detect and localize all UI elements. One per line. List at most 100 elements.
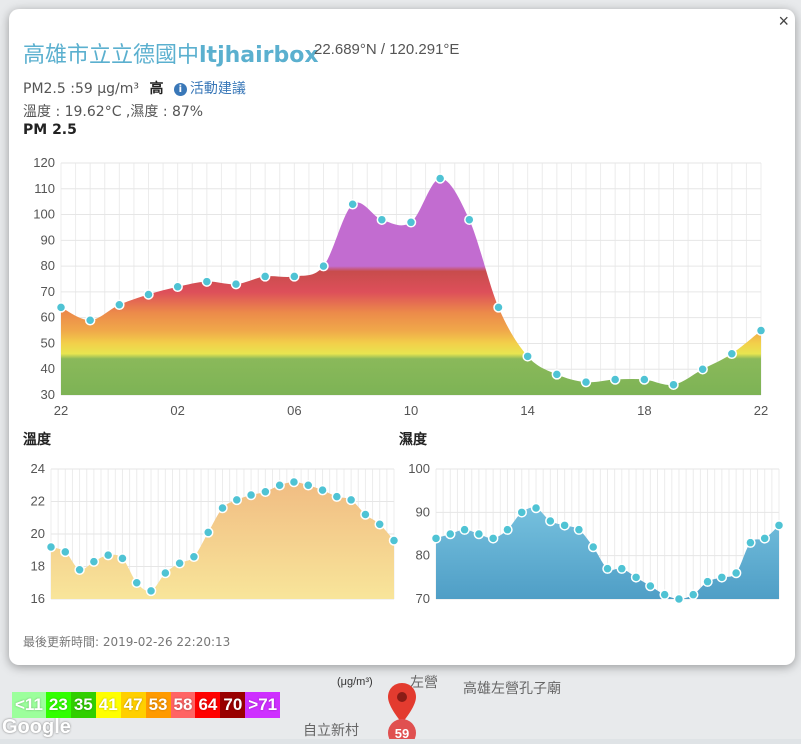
data-point: [288, 476, 300, 488]
sensor-popup: × 高雄市立立德國中ltjhairbox 22.689°N / 120.291°…: [9, 9, 795, 665]
x-tick-label: 14: [520, 403, 534, 418]
data-point: [726, 348, 738, 360]
data-point: [143, 289, 154, 300]
data-point: [145, 585, 157, 597]
data-point: [117, 553, 128, 564]
data-point: [318, 260, 329, 272]
legend-item: 70: [220, 692, 246, 718]
data-point: [616, 563, 628, 574]
data-point: [74, 564, 85, 575]
station-coords: 22.689°N / 120.291°E: [314, 41, 460, 58]
data-point: [88, 556, 100, 567]
y-tick-label: 90: [41, 232, 55, 247]
data-point: [259, 271, 271, 282]
x-tick-label: 22: [54, 403, 68, 418]
data-point: [230, 278, 242, 290]
data-point: [405, 217, 417, 228]
y-tick-label: 120: [33, 155, 55, 170]
y-tick-label: 60: [41, 310, 55, 325]
data-point: [345, 494, 357, 506]
info-icon[interactable]: i: [173, 83, 187, 96]
pm-value: PM2.5 :59 μg/m³: [23, 81, 139, 97]
map-label-zili-village: 自立新村: [303, 722, 359, 738]
y-tick-label: 80: [41, 258, 55, 273]
temperature-chart-title: 溫度: [23, 432, 51, 448]
data-point: [545, 515, 556, 527]
data-point: [45, 541, 57, 553]
data-point: [759, 533, 770, 544]
legend-item: <11: [12, 692, 46, 718]
legend-item: 53: [145, 692, 171, 718]
data-point: [131, 577, 142, 588]
data-point: [347, 198, 358, 210]
data-point: [84, 314, 96, 326]
data-point: [331, 491, 343, 502]
y-tick-label: 24: [31, 461, 45, 476]
y-tick-label: 80: [416, 548, 430, 563]
data-point: [172, 281, 183, 292]
data-point: [487, 533, 499, 544]
data-point: [459, 524, 470, 535]
data-point: [609, 374, 621, 385]
pm25-chart-title: PM 2.5: [23, 122, 77, 138]
data-point: [473, 528, 485, 540]
map-label-confucius-temple: 高雄左營孔子廟: [463, 680, 561, 696]
map-marker[interactable]: 59: [388, 683, 416, 744]
y-tick-label: 40: [41, 361, 55, 376]
legend-item: >71: [245, 692, 281, 718]
data-point: [317, 484, 328, 496]
data-point: [245, 489, 257, 501]
legend-item: 41: [95, 692, 121, 718]
data-point: [587, 541, 599, 553]
data-point: [289, 271, 300, 282]
x-tick-label: 02: [170, 403, 184, 418]
data-point: [730, 567, 742, 579]
x-tick-label: 22: [754, 403, 768, 418]
data-point: [174, 558, 185, 569]
data-point: [493, 302, 504, 313]
close-icon[interactable]: ×: [778, 11, 789, 31]
series-area: [436, 507, 779, 599]
activity-advice-link[interactable]: 活動建議: [189, 81, 246, 97]
data-point: [668, 379, 679, 390]
data-point: [464, 214, 475, 225]
legend-unit: (μg/m³): [337, 676, 373, 688]
data-point: [55, 302, 67, 313]
y-tick-label: 50: [41, 335, 55, 350]
data-point: [659, 589, 670, 600]
data-point: [60, 546, 71, 558]
humidity-chart-title: 濕度: [399, 432, 427, 448]
y-tick-label: 20: [31, 526, 45, 541]
data-point: [516, 507, 527, 518]
data-point: [716, 572, 728, 583]
data-point: [697, 363, 708, 375]
google-logo: Google: [2, 716, 71, 738]
legend-item: 47: [120, 692, 146, 718]
legend-item: 58: [170, 692, 196, 718]
data-point: [445, 528, 456, 540]
y-tick-label: 90: [416, 504, 430, 519]
y-tick-label: 110: [34, 181, 55, 196]
data-point: [360, 509, 371, 520]
device-id: ltjhairbox: [199, 43, 319, 68]
legend-item: 35: [70, 692, 96, 718]
y-tick-label: 100: [33, 207, 55, 222]
data-point: [260, 486, 271, 497]
data-point: [201, 276, 213, 287]
data-point: [188, 551, 200, 562]
pm-legend: <11 23 35 41 47 53 58 64 70 >71: [12, 692, 281, 718]
data-point: [430, 533, 442, 544]
data-point: [374, 519, 385, 530]
station-name: 高雄市立立德國中: [23, 43, 200, 68]
data-point: [102, 549, 114, 561]
map-pin-icon: 59: [388, 683, 416, 744]
y-tick-label: 18: [31, 559, 45, 574]
temperature-chart: 16 18 20 22 24: [31, 461, 399, 606]
data-point: [673, 593, 685, 605]
data-point: [645, 580, 656, 592]
data-point: [573, 524, 585, 535]
data-point: [434, 173, 446, 184]
marker-value: 59: [395, 726, 409, 739]
data-point: [202, 527, 214, 538]
legend-item: 64: [195, 692, 221, 718]
